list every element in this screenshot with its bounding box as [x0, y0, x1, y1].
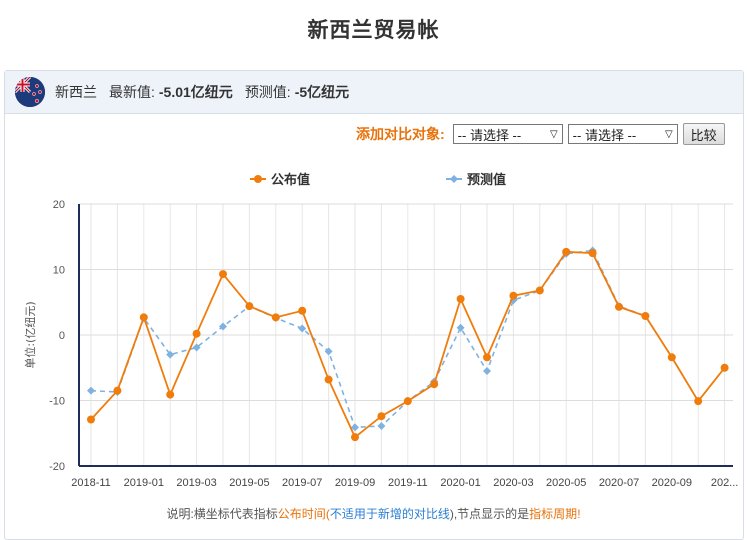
published-data-point	[430, 380, 439, 389]
x-tick-label: 2019-07	[282, 477, 322, 489]
forecast-data-point	[456, 323, 465, 332]
latest-value: -5.01亿纽元	[158, 84, 233, 100]
legend-label: 公布值	[271, 172, 310, 188]
forecast-label: 预测值:	[244, 84, 291, 100]
published-data-point	[377, 412, 386, 421]
published-data-point	[562, 247, 571, 256]
note-text-1: 说明:横坐标代表指标	[166, 507, 278, 521]
y-tick-label: 0	[59, 330, 65, 342]
x-tick-label: 202...	[711, 477, 739, 489]
published-data-point	[219, 270, 227, 279]
x-tick-label: 2019-11	[388, 477, 428, 489]
forecast-data-point	[192, 343, 201, 352]
published-data-point	[588, 249, 597, 258]
card-header: 新西兰 最新值: -5.01亿纽元 预测值: -5亿纽元	[5, 71, 743, 114]
forecast-data-point	[324, 347, 333, 356]
published-data-point	[166, 390, 175, 399]
compare-select-1[interactable]: -- 请选择 -- ▽	[452, 124, 563, 144]
x-tick-label: 2020-09	[652, 477, 692, 489]
forecast-data-point	[377, 422, 386, 431]
published-data-point	[641, 312, 650, 321]
x-tick-label: 2019-05	[229, 477, 269, 489]
compare-bar: 添加对比对象: -- 请选择 -- ▽ -- 请选择 -- ▽ 比较	[356, 123, 725, 145]
note-not-applicable: 不适用于新增的对比线	[329, 507, 450, 521]
published-data-point	[139, 313, 148, 322]
published-data-point	[403, 397, 412, 406]
published-data-point	[535, 286, 544, 295]
note-publish-time: 公布时间	[277, 507, 326, 521]
legend-label: 预测值	[467, 172, 506, 188]
y-tick-label: -10	[49, 396, 65, 408]
published-data-point	[245, 302, 254, 311]
compare-button[interactable]: 比较	[682, 123, 725, 145]
published-data-point	[113, 386, 122, 395]
x-tick-label: 2020-05	[546, 477, 586, 489]
x-tick-label: 2019-03	[176, 477, 216, 489]
published-data-point	[694, 397, 703, 406]
published-data-point	[87, 415, 95, 424]
forecast-data-point	[166, 350, 175, 359]
published-data-point	[324, 375, 333, 384]
forecast-data-point	[351, 423, 359, 432]
published-data-point	[351, 433, 359, 442]
legend-marker	[450, 175, 458, 183]
published-data-point	[667, 353, 676, 362]
page-title: 新西兰贸易帐	[307, 19, 440, 42]
published-data-point	[456, 294, 465, 303]
compare-select-1-value: -- 请选择 --	[457, 127, 522, 143]
x-tick-label: 2020-03	[493, 477, 533, 489]
forecast-data-point	[87, 386, 95, 395]
x-tick-label: 2018-11	[71, 477, 111, 489]
note-text-2: ),节点显示的是	[449, 507, 530, 521]
chart-note: 说明:横坐标代表指标公布时间(不适用于新增的对比线),节点显示的是指标周期!	[0, 505, 747, 522]
country-name: 新西兰	[55, 84, 97, 100]
note-paren-open: (	[325, 507, 330, 521]
y-tick-label: -20	[49, 461, 65, 473]
forecast-data-point	[219, 322, 227, 331]
forecast-value: -5亿纽元	[294, 84, 350, 100]
published-data-point	[615, 302, 623, 311]
x-tick-label: 2020-01	[440, 477, 480, 489]
compare-select-2[interactable]: -- 请选择 -- ▽	[567, 124, 678, 144]
published-data-point	[720, 363, 729, 372]
x-tick-label: 2020-07	[599, 477, 639, 489]
y-tick-label: 10	[53, 265, 65, 277]
indicator-card: 新西兰 最新值: -5.01亿纽元 预测值: -5亿纽元	[4, 70, 744, 540]
x-tick-label: 2019-09	[335, 477, 375, 489]
note-exclaim: !	[577, 507, 581, 521]
chevron-down-icon: ▽	[664, 128, 673, 140]
published-data-point	[483, 353, 491, 362]
chevron-down-icon: ▽	[549, 128, 558, 140]
published-data-point	[192, 329, 201, 338]
latest-label: 最新值:	[109, 84, 155, 100]
trade-balance-chart: -20 -10 0 10 20 2018-11 2019-01 2019-03 2019-05 2…	[23, 172, 739, 489]
published-data-point	[298, 306, 307, 315]
published-data-point	[509, 291, 518, 300]
legend-marker	[254, 175, 262, 183]
published-data-point	[271, 313, 280, 322]
forecast-data-point	[298, 324, 307, 333]
compare-select-2-value: -- 请选择 --	[572, 127, 637, 143]
note-period: 指标周期	[529, 507, 578, 521]
y-axis-label: 单位:(亿纽元)	[23, 301, 37, 368]
forecast-data-point	[483, 367, 491, 376]
compare-label: 添加对比对象:	[356, 126, 445, 142]
y-tick-label: 20	[53, 199, 65, 211]
x-tick-label: 2019-01	[124, 477, 164, 489]
